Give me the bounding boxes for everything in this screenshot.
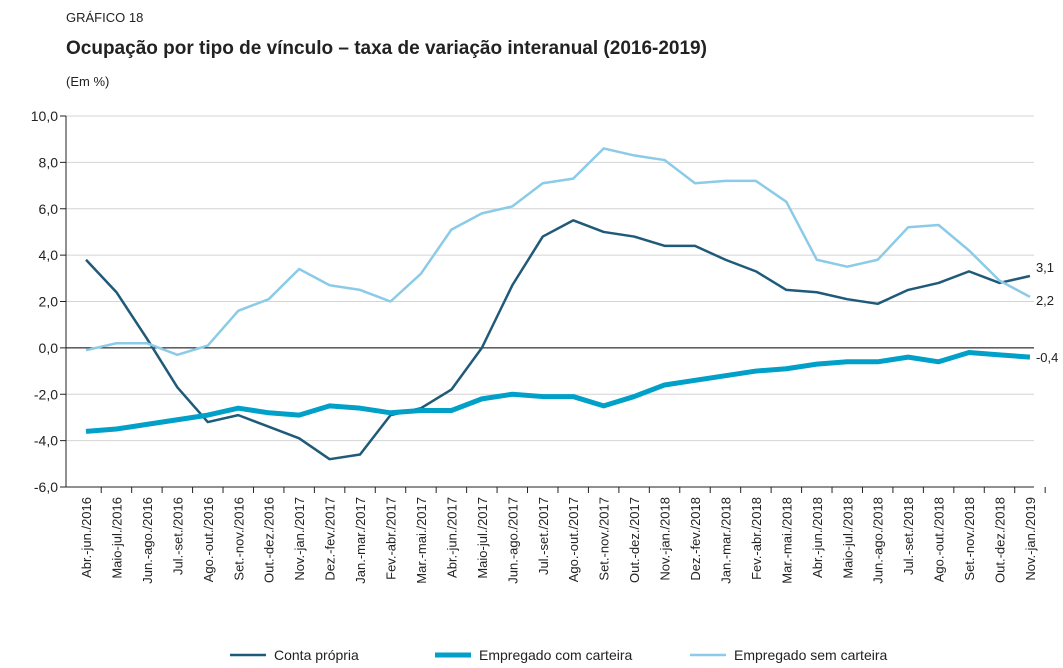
y-tick-label: 6,0 — [39, 201, 59, 217]
x-tick-label: Abr.-jun./2016 — [79, 497, 94, 578]
x-tick-label: Set.-nov./2017 — [597, 497, 612, 581]
y-tick-label: -4,0 — [34, 433, 58, 449]
x-tick-label: Abr.-jun./2018 — [810, 497, 825, 578]
x-tick-label: Jun.-ago./2016 — [140, 497, 155, 584]
y-tick-label: -2,0 — [34, 386, 58, 402]
x-tick-label: Out.-dez./2018 — [993, 497, 1008, 583]
x-tick-label: Ago.-out./2016 — [201, 497, 216, 582]
value-label: 3,1 — [1036, 260, 1054, 275]
legend-label: Empregado sem carteira — [734, 647, 888, 663]
chart-subtitle: (Em %) — [66, 74, 109, 89]
x-tick-label: Nov.-jan./2019 — [1023, 497, 1038, 581]
y-tick-label: 0,0 — [39, 340, 59, 356]
x-tick-label: Set.-nov./2016 — [231, 497, 246, 581]
x-tick-label: Abr.-jun./2017 — [444, 497, 459, 578]
x-tick-label: Jul.-set./2017 — [536, 497, 551, 575]
x-tick-label: Maio-jul./2016 — [109, 497, 124, 579]
y-tick-label: -6,0 — [34, 479, 58, 495]
legend-label: Empregado com carteira — [479, 647, 633, 663]
y-tick-label: 10,0 — [31, 108, 58, 124]
x-tick-label: Out.-dez./2017 — [627, 497, 642, 583]
x-tick-label: Jul.-set./2016 — [170, 497, 185, 575]
x-tick-label: Nov.-jan./2018 — [658, 497, 673, 581]
x-tick-label: Fev.-abr./2018 — [749, 497, 764, 580]
x-tick-label: Jun.-ago./2018 — [871, 497, 886, 584]
x-tick-label: Jan.-mar./2017 — [353, 497, 368, 584]
value-label: 2,2 — [1036, 293, 1054, 308]
x-tick-label: Jul.-set./2018 — [901, 497, 916, 575]
x-tick-label: Dez.-fev./2017 — [323, 497, 338, 581]
chart-label: GRÁFICO 18 — [66, 10, 143, 25]
y-tick-label: 4,0 — [39, 247, 59, 263]
series-line — [85, 219, 1031, 461]
x-tick-label: Mar.-mai./2018 — [779, 497, 794, 584]
x-tick-label: Ago.-out./2018 — [932, 497, 947, 582]
y-tick-label: 2,0 — [39, 294, 59, 310]
value-label: -0,4 — [1036, 350, 1058, 365]
legend-label: Conta própria — [274, 647, 359, 663]
x-tick-label: Jan.-mar./2018 — [718, 497, 733, 584]
y-tick-label: 8,0 — [39, 154, 59, 170]
x-tick-label: Dez.-fev./2018 — [688, 497, 703, 581]
x-tick-label: Nov.-jan./2017 — [292, 497, 307, 581]
x-tick-label: Mar.-mai./2017 — [414, 497, 429, 584]
x-tick-label: Maio-jul./2018 — [840, 497, 855, 579]
series-line — [85, 350, 1031, 434]
series-line — [85, 147, 1031, 357]
x-tick-label: Fev.-abr./2017 — [384, 497, 399, 580]
x-tick-label: Ago.-out./2017 — [566, 497, 581, 582]
x-tick-label: Set.-nov./2018 — [962, 497, 977, 581]
chart-title: Ocupação por tipo de vínculo – taxa de v… — [66, 38, 707, 59]
x-tick-label: Maio-jul./2017 — [475, 497, 490, 579]
x-tick-label: Out.-dez./2016 — [262, 497, 277, 583]
x-tick-label: Jun.-ago./2017 — [505, 497, 520, 584]
